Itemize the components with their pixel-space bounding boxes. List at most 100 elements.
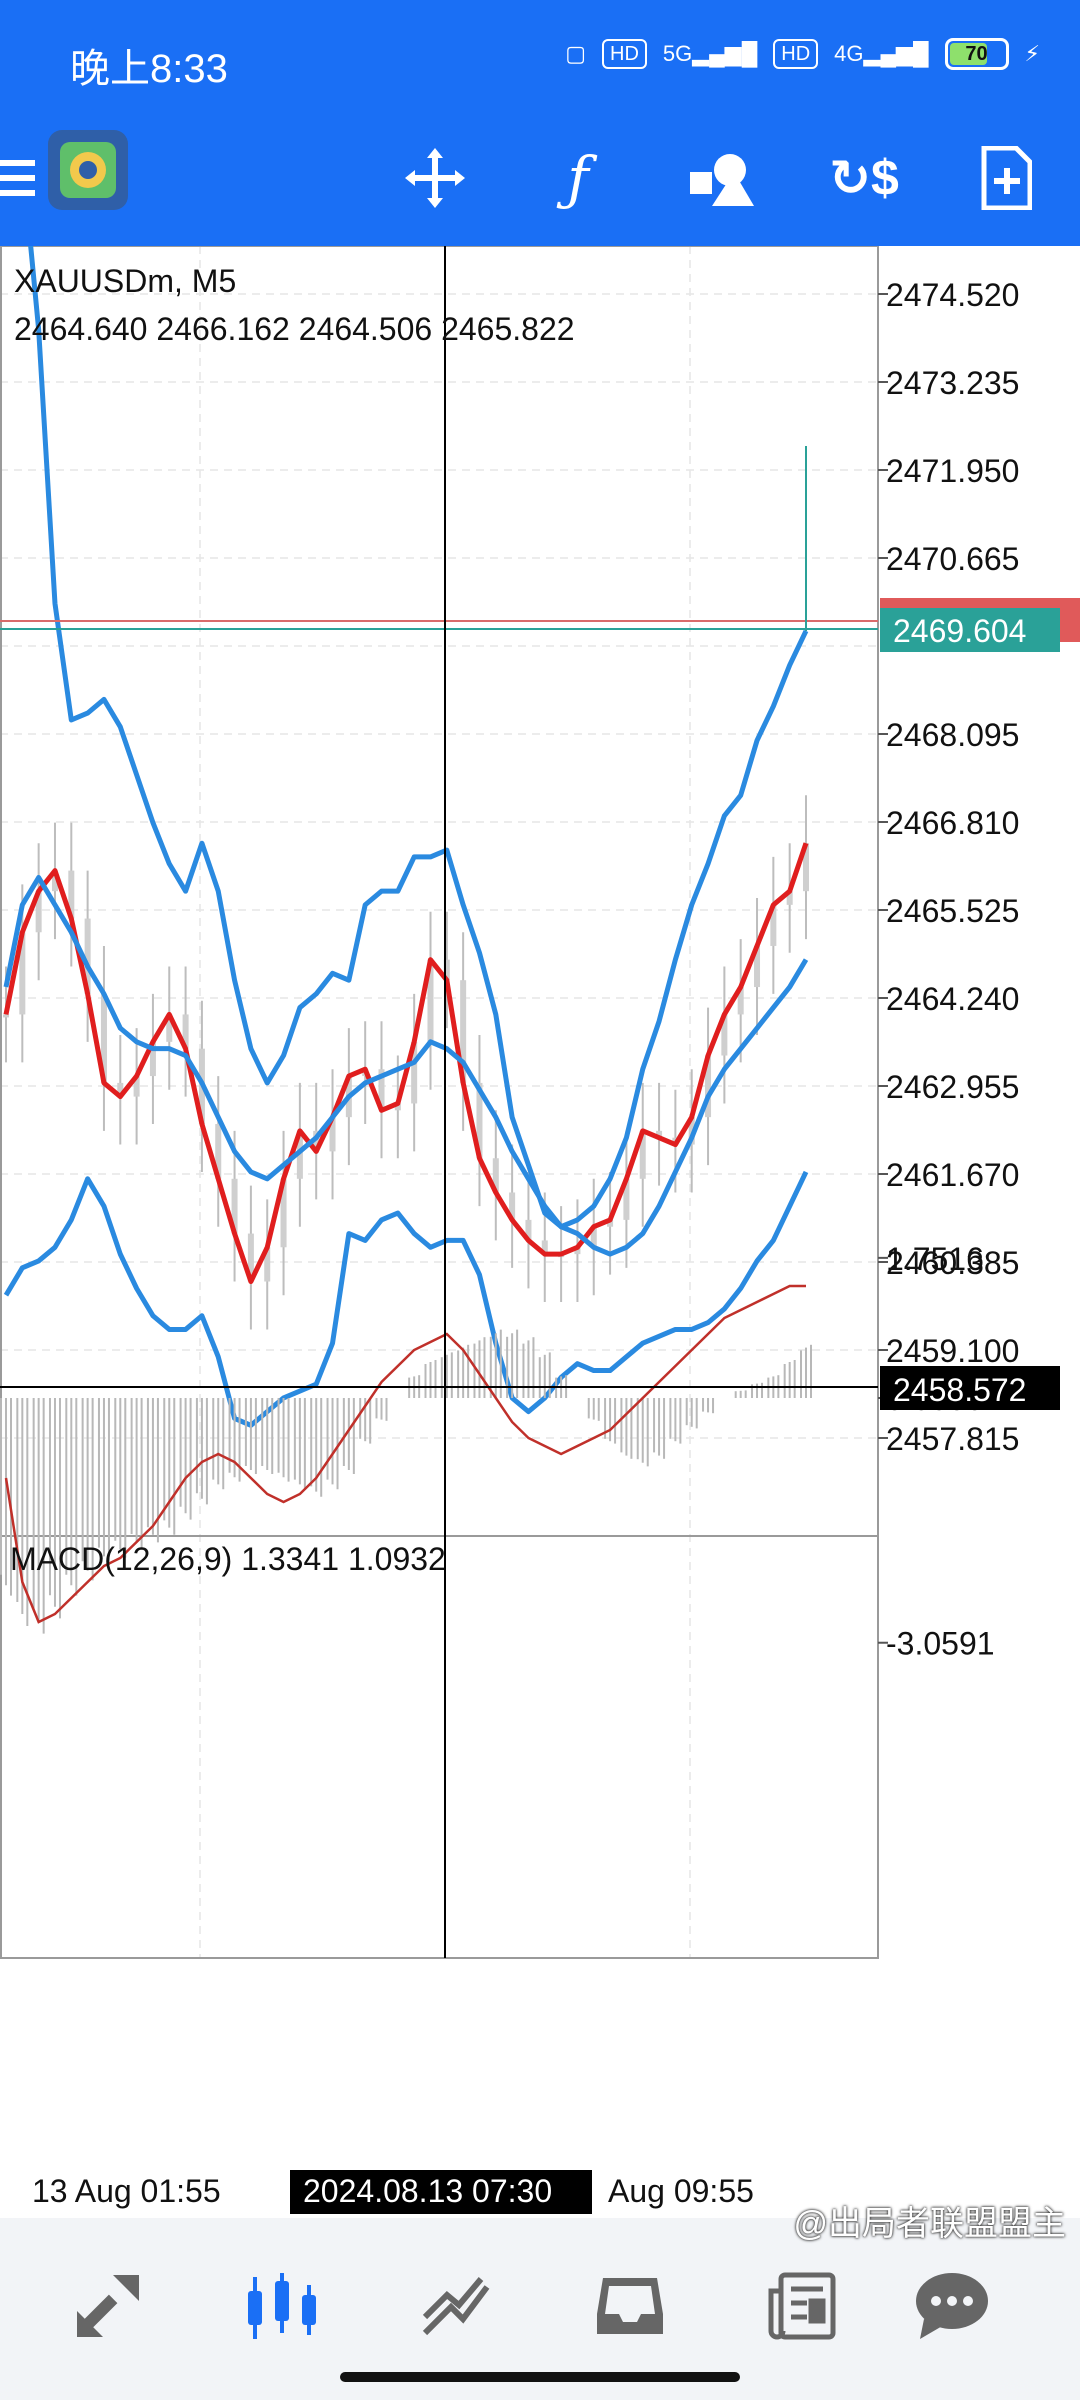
candle-body [541, 1240, 548, 1255]
candle-body [68, 870, 75, 919]
moving-average [3, 842, 809, 1285]
candle-body [19, 932, 26, 1015]
hd-badge-2: HD [773, 39, 819, 69]
bollinger-upper [4, 0, 809, 1230]
crosshair-time-label: 2024.08.13 07:30 [303, 2173, 552, 2209]
candles [3, 795, 809, 1330]
status-time: 晚上8:33 [70, 47, 228, 91]
function-icon[interactable]: ƒ [567, 144, 589, 212]
status-icons: ▢ HD 5G▂▄▆█ HD 4G▂▄▆█ 70 ⚡ [565, 38, 1040, 70]
trade-icon[interactable]: ↻$ [829, 150, 899, 206]
bid-price-tag [880, 608, 1060, 652]
price-axis-label: 2457.815 [886, 1421, 1019, 1457]
candle-body [280, 1178, 287, 1248]
candle-body [182, 1014, 189, 1049]
battery-icon: 70 [944, 38, 1009, 70]
candle-body [296, 1130, 303, 1179]
candle-body [705, 1055, 712, 1118]
candle-body [247, 1233, 254, 1282]
candle-body [411, 1041, 418, 1104]
candle-body [492, 1158, 499, 1193]
chart-icon[interactable] [232, 2256, 332, 2356]
bollinger-lower [3, 1170, 809, 1428]
bid-price-label: 2469.604 [893, 613, 1026, 649]
chart-toolbar: ƒ ↻$ [0, 118, 1080, 246]
candle-body [509, 1192, 516, 1220]
new-order-icon[interactable] [966, 138, 1046, 218]
candle-body [574, 1247, 581, 1255]
candle-body [84, 918, 91, 994]
trade-nav-icon[interactable] [406, 2256, 506, 2356]
candle-body [476, 1082, 483, 1159]
candle-body [166, 1014, 173, 1042]
candle-body [100, 993, 107, 1083]
price-axis-label: 2468.095 [886, 717, 1019, 753]
objects-icon[interactable] [682, 138, 762, 218]
network-4g: 4G▂▄▆█ [834, 41, 929, 66]
news-icon[interactable] [752, 2256, 852, 2356]
candle-body [770, 904, 777, 946]
crosshair-time-tag [290, 2170, 592, 2214]
price-chart[interactable]: 2474.520 2473.235 2471.950 2470.665 2468.095… [0, 0, 1080, 2216]
candle-body [525, 1219, 532, 1241]
price-axis-label: 2465.525 [886, 893, 1019, 929]
candle-body [639, 1130, 646, 1179]
candle-body [215, 1124, 222, 1179]
symbol-label: XAUUSDm, M5 [14, 263, 236, 299]
charging-icon: ⚡ [1024, 41, 1040, 66]
candle-body [378, 1069, 385, 1111]
crosshair-move-icon[interactable] [395, 138, 475, 218]
time-label-right: Aug 09:55 [608, 2173, 754, 2209]
candle-body [460, 980, 467, 1083]
main-pane-border [0, 245, 879, 1537]
watermark: @出局者联盟盟主 [793, 2205, 1066, 2243]
candle-body [427, 959, 434, 1042]
hd-badge-1: HD [602, 39, 647, 69]
candle-body [3, 1014, 9, 1018]
macd-signal-line [4, 1284, 806, 1624]
price-axis-label: 2470.665 [886, 541, 1019, 577]
price-axis-label: 2464.240 [886, 981, 1019, 1017]
home-indicator[interactable] [340, 2372, 740, 2382]
bottom-navigation [0, 2218, 1080, 2400]
price-axis-label: 2466.810 [886, 805, 1019, 841]
macd-pane-border [0, 1535, 879, 1959]
crosshair-price-label: 2458.572 [893, 1372, 1026, 1408]
candle-body [623, 1178, 630, 1220]
price-axis-label: 2461.670 [886, 1157, 1019, 1193]
candle-body [149, 1041, 156, 1077]
candle-body [721, 1014, 728, 1056]
price-axis-label: 2462.955 [886, 1069, 1019, 1105]
candle-body [264, 1247, 271, 1282]
messages-icon[interactable] [902, 2256, 1002, 2356]
candle-body [231, 1178, 238, 1234]
history-icon[interactable] [580, 2256, 680, 2356]
macd-axis-label: 1.7516 [886, 1241, 984, 1277]
price-axis-label: 2474.520 [886, 277, 1019, 313]
candle-body [329, 1117, 336, 1152]
candle-body [117, 1082, 124, 1097]
chart-grid [0, 246, 878, 1958]
candle-body [35, 891, 42, 933]
candle-body [786, 891, 793, 905]
status-bar: 晚上8:33 ▢ HD 5G▂▄▆█ HD 4G▂▄▆█ 70 ⚡ [0, 0, 1080, 118]
app-logo-icon[interactable] [48, 130, 128, 210]
menu-icon[interactable] [0, 138, 60, 218]
candle-body [443, 959, 450, 981]
network-5g: 5G▂▄▆█ [662, 41, 758, 66]
crosshair-price-tag [880, 1366, 1060, 1410]
candle-body [394, 1103, 401, 1111]
macd-indicator [0, 1284, 812, 1634]
price-axis-label: 2471.950 [886, 453, 1019, 489]
candle-body [590, 1226, 597, 1248]
candle-body [51, 870, 58, 892]
candle-body [607, 1219, 614, 1227]
quotes-icon[interactable] [58, 2256, 158, 2356]
candle-body [737, 987, 744, 1015]
price-axis-label: 2473.235 [886, 365, 1019, 401]
chart-area[interactable]: 2474.520 2473.235 2471.950 2470.665 2468.095… [0, 0, 1080, 2216]
candle-body [313, 1130, 320, 1152]
bollinger-middle [3, 874, 809, 1257]
sim-icon: ▢ [565, 41, 587, 66]
candle-body [656, 1130, 663, 1138]
